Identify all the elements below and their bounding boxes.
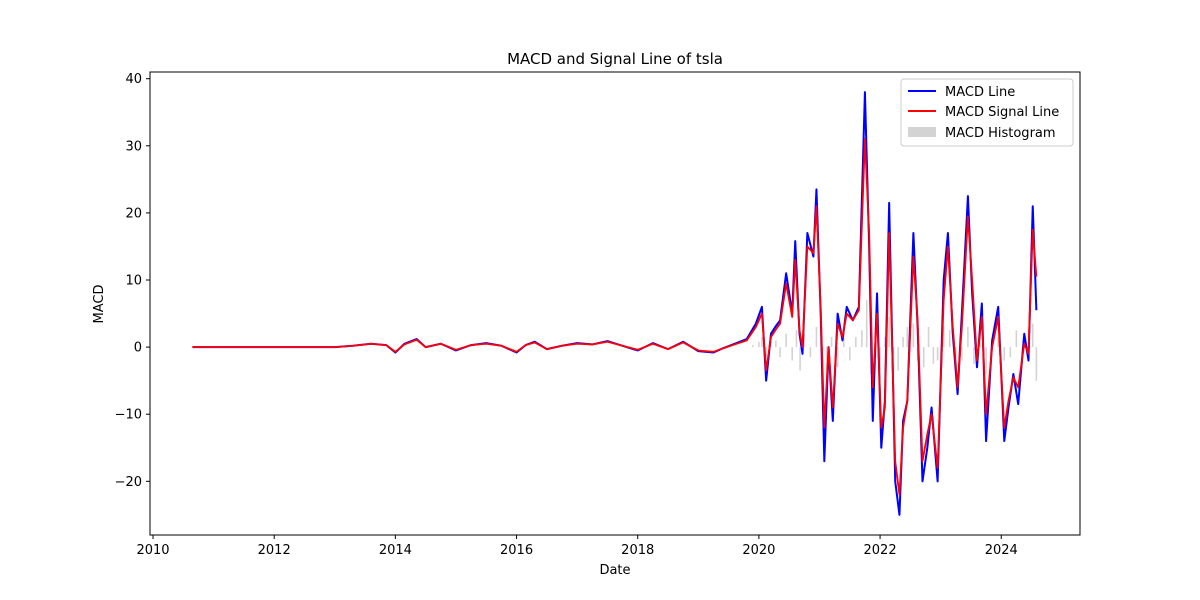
histogram-bar	[809, 347, 812, 358]
histogram-bar	[1003, 347, 1006, 361]
chart-title: MACD and Signal Line of tsla	[507, 50, 723, 68]
histogram-bar	[825, 347, 828, 378]
histogram-bar	[855, 337, 857, 348]
histogram-bar	[1015, 330, 1018, 348]
histogram-bar	[1035, 347, 1038, 381]
histogram-bar	[973, 347, 975, 364]
histogram-bar	[799, 347, 801, 371]
y-axis-title: MACD	[92, 285, 107, 324]
histogram-bar	[884, 337, 886, 348]
y-tick-label: −20	[115, 475, 142, 490]
histogram-bar	[842, 333, 845, 348]
y-tick-label: 0	[134, 341, 142, 356]
x-tick-label: 2010	[136, 543, 169, 558]
histogram-bar	[967, 326, 969, 348]
plot-frame	[149, 71, 1081, 536]
histogram-bar	[865, 300, 868, 348]
histogram-bar	[803, 333, 806, 348]
legend-box	[900, 78, 1074, 147]
y-tick-label: 40	[125, 72, 142, 87]
histogram-bar	[791, 347, 794, 361]
histogram-bar	[922, 347, 925, 368]
histogram-bar	[985, 347, 987, 374]
histogram-bar	[815, 326, 818, 348]
y-tick-label: −10	[115, 408, 142, 423]
x-tick-label: 2020	[742, 543, 775, 558]
histogram-bar	[879, 347, 881, 371]
x-tick-label: 2014	[379, 543, 412, 558]
x-tick-label: 2012	[258, 543, 291, 558]
histogram-bar	[936, 347, 939, 361]
histogram-bar	[830, 337, 833, 348]
legend-label-macd-line: MACD Line	[945, 85, 1015, 100]
x-axis: 2010 2012 2014 2016 2018 2020 2022 2024	[136, 535, 1018, 558]
histogram-bar	[954, 347, 957, 358]
histogram-bar	[752, 345, 754, 348]
x-tick-label: 2022	[864, 543, 897, 558]
histogram-bar	[848, 347, 851, 361]
histogram-bar	[888, 316, 890, 348]
y-tick-label: 30	[125, 139, 142, 154]
histogram-bar	[932, 347, 935, 364]
histogram-bar	[897, 347, 900, 371]
histogram-bar	[961, 347, 963, 361]
histogram-bar	[1009, 347, 1012, 358]
y-tick-label: 20	[125, 206, 142, 221]
histogram-bar	[761, 337, 763, 348]
histogram-bar	[758, 341, 760, 348]
legend-label-signal-line: MACD Signal Line	[945, 105, 1059, 120]
histogram-bar	[942, 326, 945, 348]
histogram-bar	[775, 340, 777, 348]
histogram-bar	[912, 323, 915, 348]
histogram-bar	[997, 337, 1000, 348]
histogram-bar	[836, 347, 839, 368]
histogram-bar	[948, 330, 951, 348]
x-tick-label: 2024	[985, 543, 1018, 558]
histogram-bar	[906, 326, 909, 348]
x-tick-label: 2018	[621, 543, 654, 558]
histogram-bar	[785, 333, 787, 348]
signal-line-series	[192, 138, 1038, 496]
histogram-bar	[779, 347, 781, 358]
y-axis: −20 −10 0 10 20 30 40	[115, 72, 150, 490]
histogram-bar	[795, 330, 798, 348]
legend: MACD Line MACD Signal Line MACD Histogra…	[900, 78, 1074, 147]
x-axis-title: Date	[599, 563, 630, 578]
y-tick-label: 10	[125, 274, 142, 289]
histogram-bar	[1031, 323, 1034, 348]
legend-swatch-histogram	[908, 127, 936, 137]
histogram-bar	[770, 341, 772, 348]
histogram-bar	[902, 337, 904, 348]
histogram-bar	[861, 330, 863, 348]
histogram-bar	[765, 347, 767, 358]
histogram-bar	[927, 326, 930, 348]
legend-label-histogram: MACD Histogram	[945, 126, 1056, 141]
x-tick-label: 2016	[500, 543, 533, 558]
